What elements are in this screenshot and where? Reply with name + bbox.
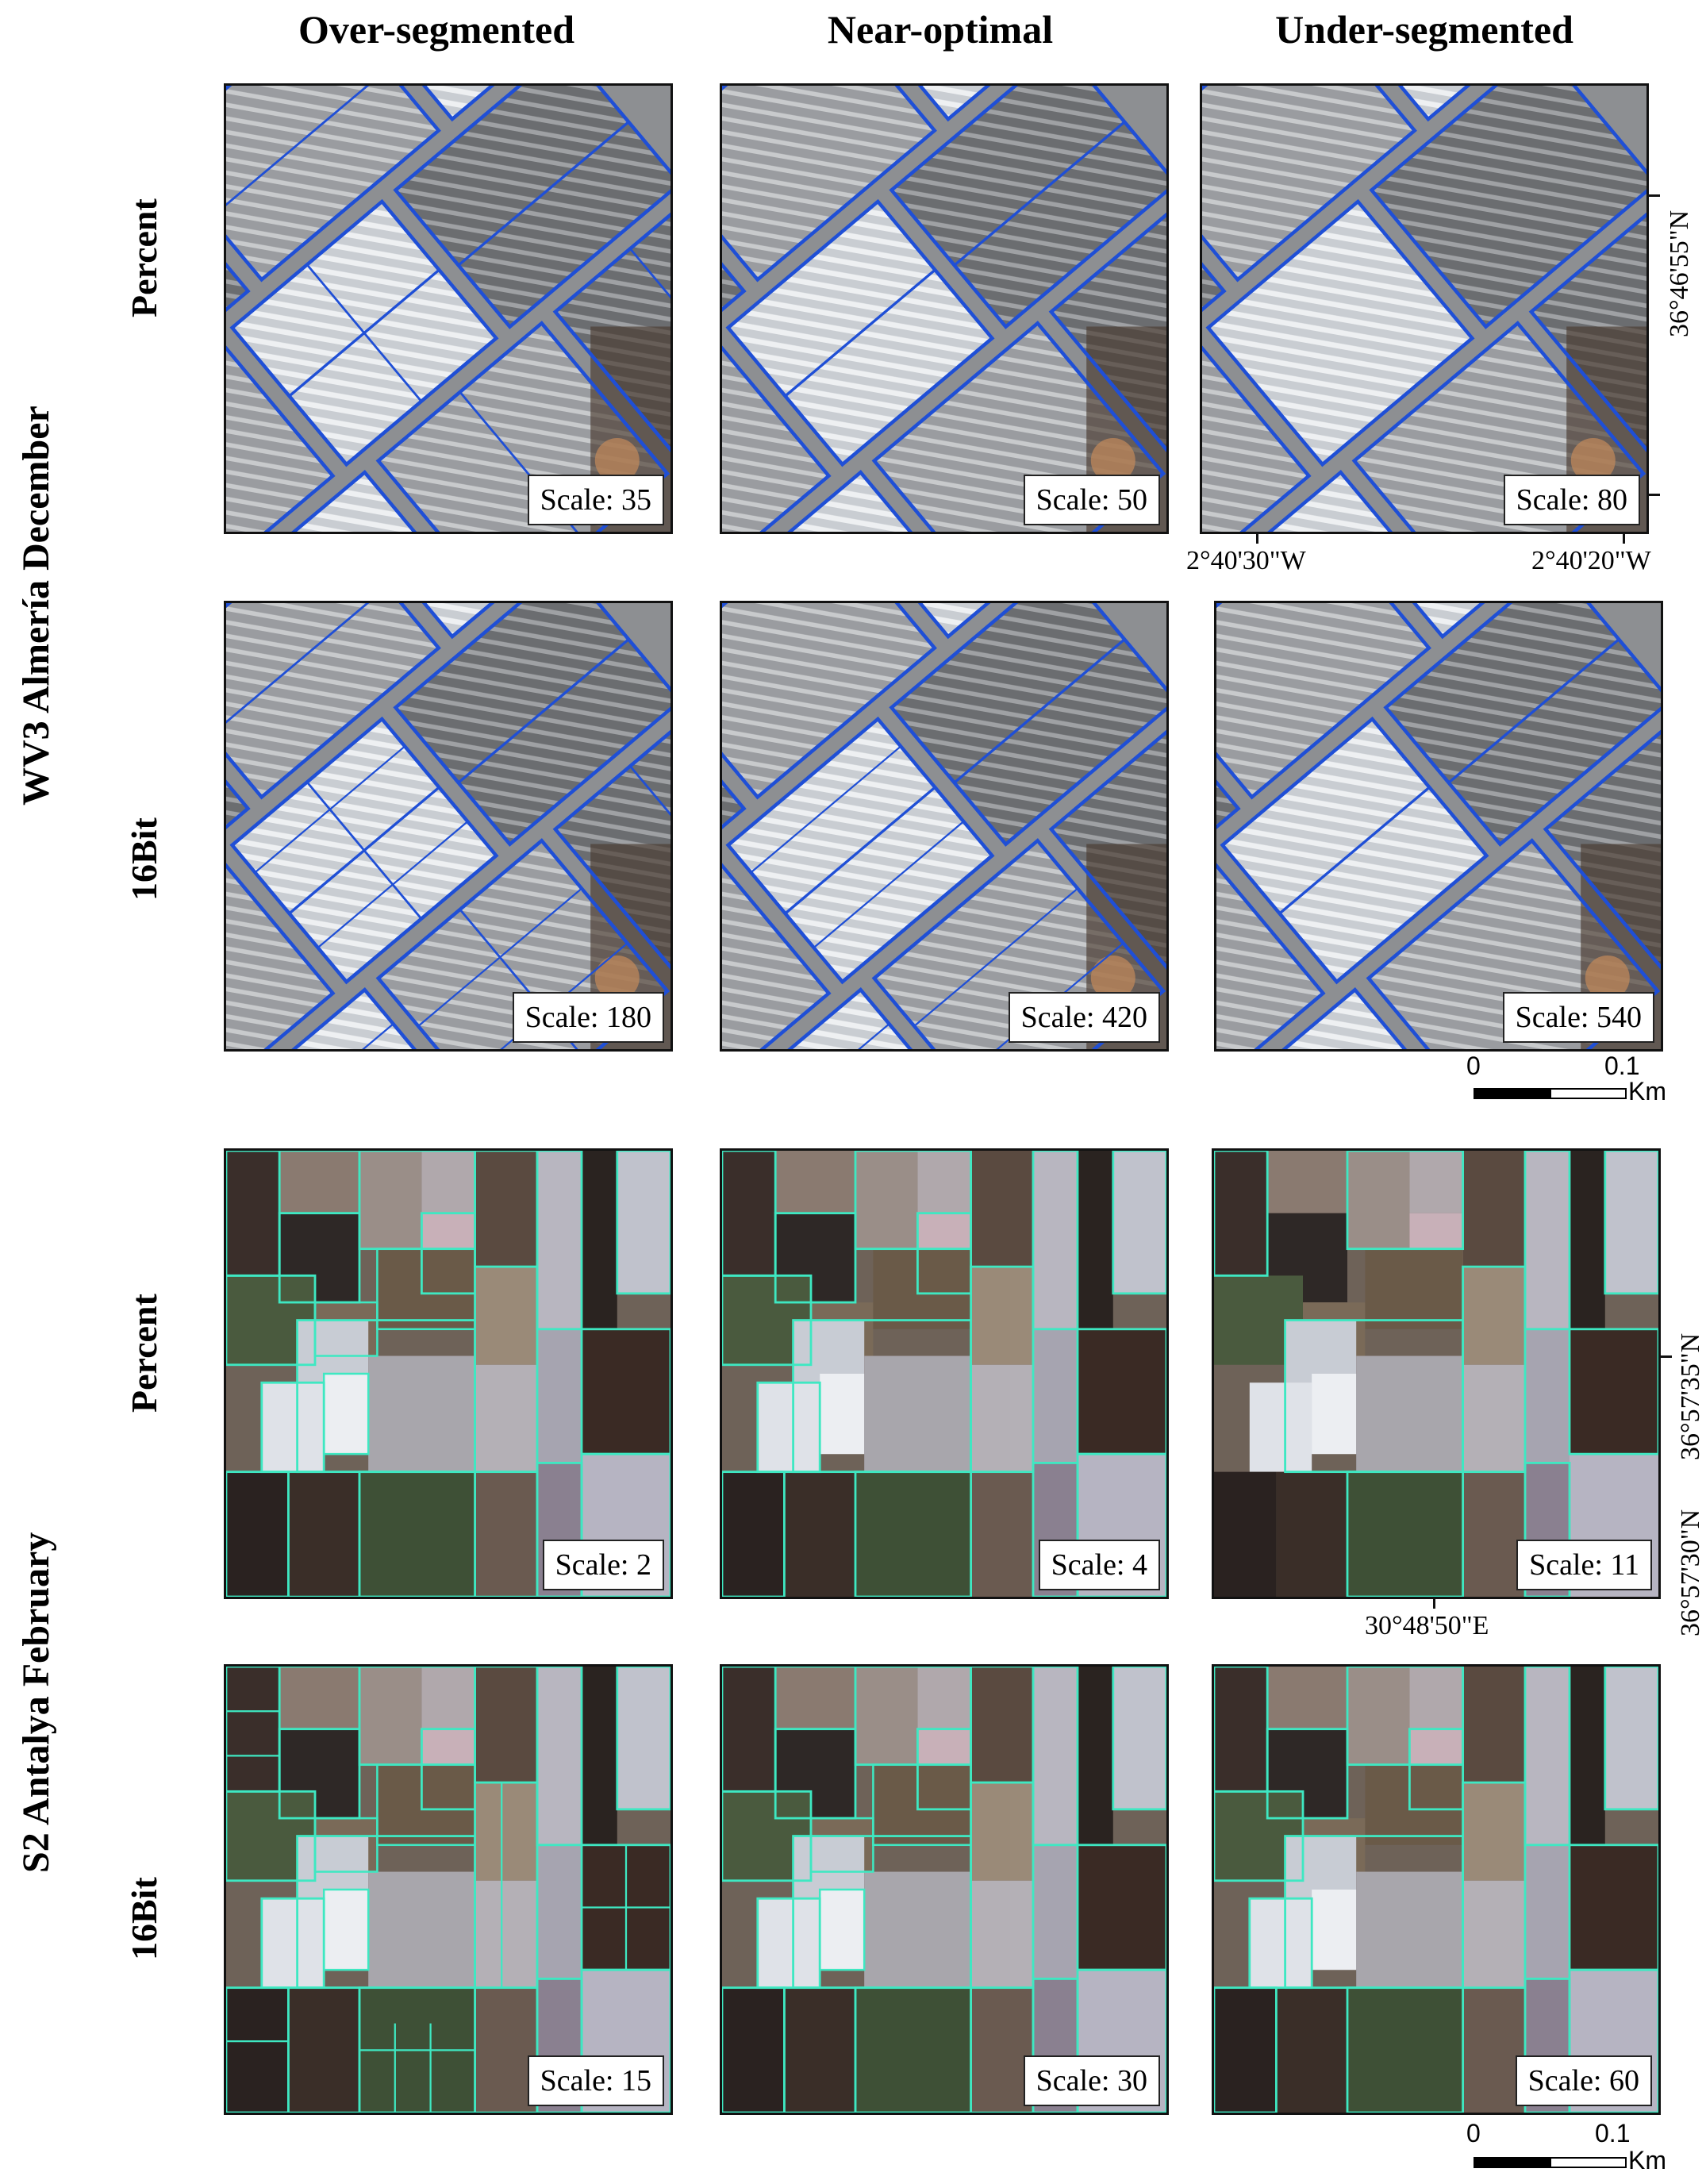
scalebar-black <box>1474 1088 1551 1099</box>
scale-label: Scale: 2 <box>542 1540 664 1590</box>
greenhouse-image <box>1216 603 1661 1049</box>
scalebar-max: 0.1 <box>1595 2119 1631 2147</box>
column-title-under-segmented: Under-segmented <box>1275 7 1573 52</box>
scale-label: Scale: 35 <box>527 475 664 525</box>
panel-wv3-percent-under: Scale: 80 <box>1200 83 1649 534</box>
coord-tick <box>1649 194 1660 197</box>
scalebar-unit: Km <box>1628 1077 1666 1105</box>
panel-s2-16bit-over: Scale: 15 <box>224 1664 673 2115</box>
row-label-s2-percent: Percent <box>124 1294 164 1413</box>
panel-s2-16bit-under: Scale: 60 <box>1212 1664 1661 2115</box>
scalebar-max: 0.1 <box>1604 1052 1640 1080</box>
sentinel-image <box>722 1667 1166 2113</box>
panel-s2-percent-near: Scale: 4 <box>720 1148 1169 1599</box>
group-label-s2: S2 Antalya February <box>15 1532 57 1873</box>
group-label-wv3: WV3 Almería December <box>15 406 57 806</box>
greenhouse-image <box>722 603 1166 1049</box>
scale-label: Scale: 80 <box>1503 475 1640 525</box>
longitude-label: 2°40'20"W <box>1531 546 1651 575</box>
scalebar-white <box>1550 2157 1627 2168</box>
greenhouse-image <box>722 86 1166 532</box>
scale-label: Scale: 50 <box>1023 475 1160 525</box>
sentinel-image <box>226 1151 670 1597</box>
panel-wv3-percent-near: Scale: 50 <box>720 83 1169 534</box>
scalebar-white <box>1550 1088 1627 1099</box>
scalebar-unit: Km <box>1628 2146 1666 2174</box>
panel-s2-percent-under: Scale: 11 <box>1212 1148 1661 1599</box>
panel-wv3-16bit-over: Scale: 180 <box>224 601 673 1052</box>
scalebar-black <box>1474 2157 1551 2168</box>
panel-wv3-percent-over: Scale: 35 <box>224 83 673 534</box>
longitude-label: 30°48'50"E <box>1365 1611 1489 1640</box>
latitude-label: 36°57'30"N <box>1676 1509 1705 1636</box>
column-title-near-optimal: Near-optimal <box>827 7 1054 52</box>
greenhouse-image <box>1202 86 1646 532</box>
coord-tick <box>1256 534 1258 544</box>
scalebar-zero: 0 <box>1466 2119 1481 2147</box>
coord-tick <box>1623 534 1625 544</box>
coord-tick <box>1661 1355 1672 1358</box>
longitude-label: 2°40'30"W <box>1186 546 1306 575</box>
scale-label: Scale: 60 <box>1515 2055 1652 2106</box>
scalebar-zero: 0 <box>1466 1052 1481 1080</box>
row-label-s2-16bit: 16Bit <box>124 1877 164 1960</box>
panel-s2-percent-over: Scale: 2 <box>224 1148 673 1599</box>
sentinel-image <box>1214 1151 1658 1597</box>
panel-wv3-16bit-under: Scale: 540 <box>1214 601 1663 1052</box>
coord-tick <box>1649 494 1660 496</box>
greenhouse-image <box>226 603 670 1049</box>
scale-label: Scale: 30 <box>1023 2055 1160 2106</box>
row-label-wv3-percent: Percent <box>124 198 164 317</box>
scale-label: Scale: 540 <box>1502 992 1654 1043</box>
scale-label: Scale: 11 <box>1516 1540 1652 1590</box>
sentinel-image <box>226 1667 670 2113</box>
row-label-wv3-16bit: 16Bit <box>124 817 164 901</box>
scale-label: Scale: 15 <box>527 2055 664 2106</box>
latitude-label: 36°46'55"N <box>1665 210 1694 337</box>
greenhouse-image <box>226 86 670 532</box>
scale-label: Scale: 180 <box>512 992 664 1043</box>
scale-label: Scale: 420 <box>1008 992 1160 1043</box>
panel-s2-16bit-near: Scale: 30 <box>720 1664 1169 2115</box>
coord-tick <box>1433 1599 1435 1609</box>
latitude-label: 36°57'35"N <box>1676 1332 1705 1460</box>
sentinel-image <box>722 1151 1166 1597</box>
panel-wv3-16bit-near: Scale: 420 <box>720 601 1169 1052</box>
column-title-over-segmented: Over-segmented <box>298 7 575 52</box>
sentinel-image <box>1214 1667 1658 2113</box>
scale-label: Scale: 4 <box>1038 1540 1160 1590</box>
